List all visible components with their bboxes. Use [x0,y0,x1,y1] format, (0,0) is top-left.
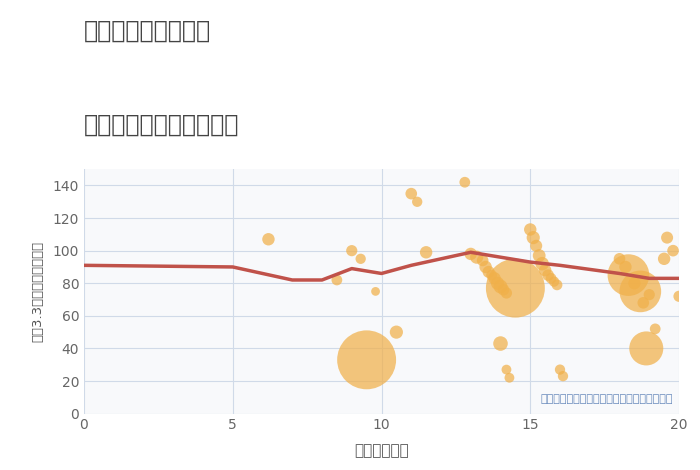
Point [489,274,500,282]
Point [640,345,652,352]
Point [361,356,372,364]
Point [545,274,557,282]
Point [504,374,515,382]
Point [554,366,566,373]
Text: 愛知県小牧市新町の: 愛知県小牧市新町の [84,19,211,43]
Point [510,284,521,292]
Point [650,325,661,333]
Point [501,289,512,297]
Point [623,271,634,279]
Point [644,291,655,298]
Point [540,266,551,274]
Point [486,271,497,279]
Point [263,235,274,243]
Point [501,366,512,373]
Point [495,283,506,290]
Point [668,247,679,254]
Point [495,340,506,347]
Point [533,252,545,259]
Point [412,198,423,205]
Point [638,299,649,306]
Point [659,255,670,263]
Point [370,288,381,295]
Point [477,257,489,264]
Text: 駅距離別中古戸建て価格: 駅距離別中古戸建て価格 [84,113,239,137]
Point [483,268,494,275]
Point [480,263,491,271]
Point [557,372,568,380]
Point [537,260,548,267]
Point [542,271,554,279]
Point [471,253,482,261]
Point [528,234,539,242]
Point [459,179,470,186]
Point [614,255,625,263]
Point [346,247,357,254]
Point [552,281,563,289]
Point [355,255,366,263]
X-axis label: 駅距離（分）: 駅距離（分） [354,444,409,459]
Point [498,286,509,294]
Point [391,329,402,336]
Point [549,278,560,285]
Point [331,276,342,284]
Point [662,234,673,242]
Point [465,250,476,258]
Point [629,280,640,287]
Point [421,249,432,256]
Point [492,280,503,287]
Point [525,226,536,233]
Y-axis label: 坪（3.3㎡）単価（万円）: 坪（3.3㎡）単価（万円） [32,241,44,342]
Point [406,190,417,197]
Point [531,242,542,250]
Text: 円の大きさは、取引のあった物件面積を示す: 円の大きさは、取引のあった物件面積を示す [540,394,673,404]
Point [635,288,646,295]
Point [620,263,631,271]
Point [673,292,685,300]
